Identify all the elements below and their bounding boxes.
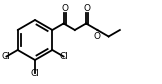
Text: O: O [94,32,101,41]
Text: Cl: Cl [31,68,39,78]
Text: O: O [84,4,91,13]
Text: Cl: Cl [59,52,68,61]
Text: Cl: Cl [2,52,11,61]
Text: O: O [61,4,68,13]
